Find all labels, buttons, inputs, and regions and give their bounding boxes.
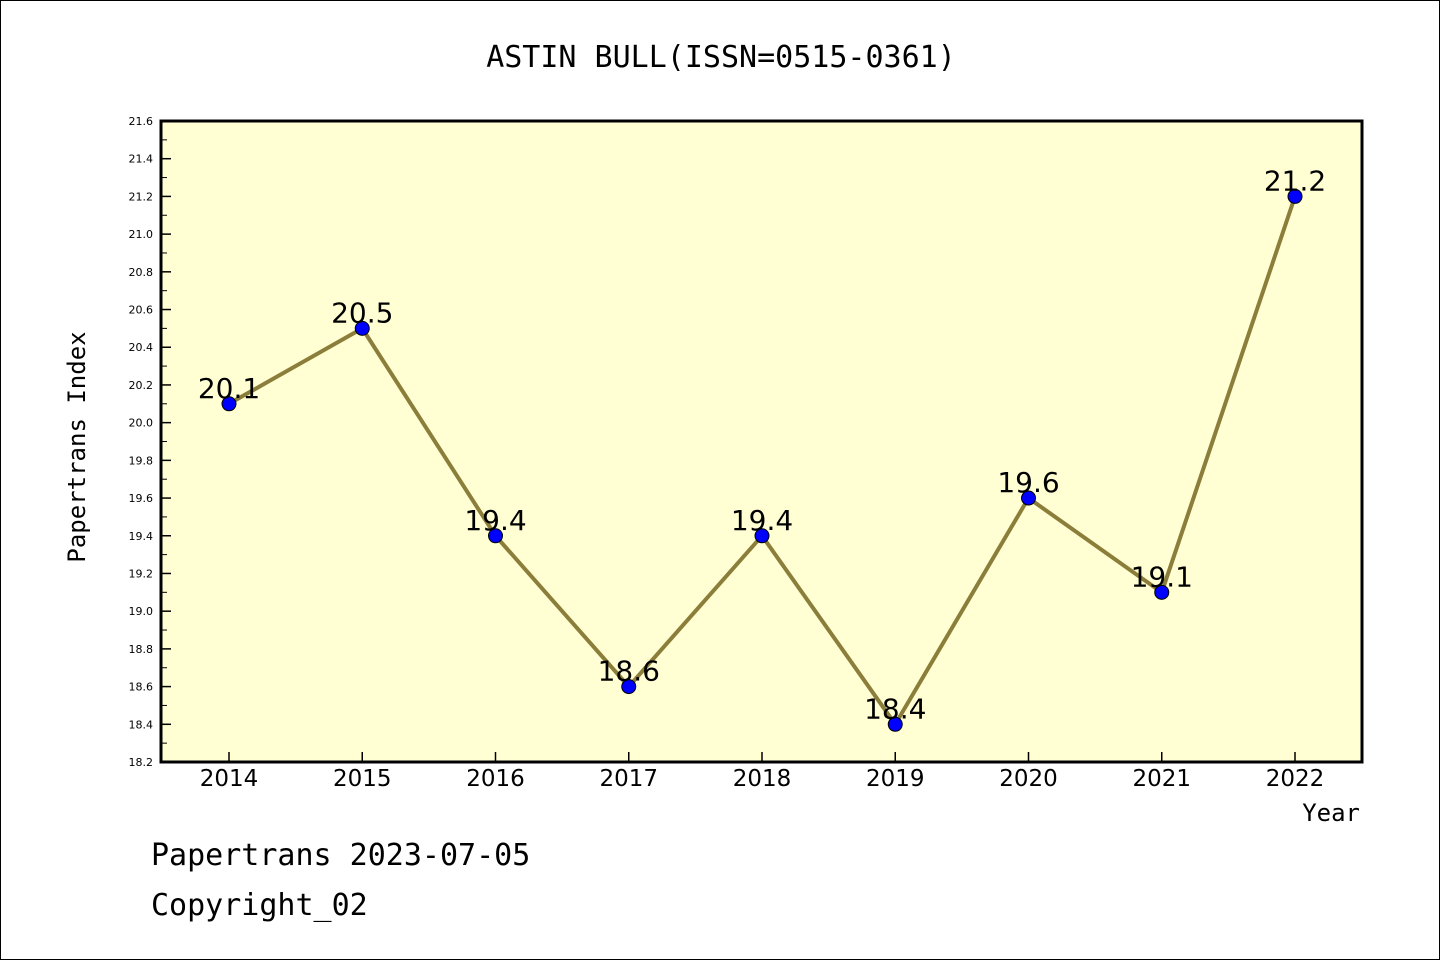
plot-border bbox=[159, 119, 1364, 764]
data-point-2021 bbox=[1154, 584, 1170, 600]
y-tick-label: 18.8 bbox=[129, 643, 154, 656]
data-point-2018 bbox=[754, 528, 770, 544]
data-points bbox=[221, 188, 1303, 732]
y-axis: 18.2 18.4 18.6 18.8 19.0 19.2 19.4 19.6 19.8 20.0… bbox=[129, 115, 171, 769]
data-point-2015 bbox=[354, 320, 370, 336]
y-tick-label: 21.4 bbox=[129, 153, 154, 166]
data-label-2019: 18.4 bbox=[864, 692, 926, 725]
y-tick-label: 19.0 bbox=[129, 605, 154, 618]
y-tick-label: 21.6 bbox=[129, 115, 154, 128]
x-tick-label: 2017 bbox=[599, 766, 658, 792]
y-tick-label: 20.4 bbox=[129, 341, 154, 354]
y-tick-label: 19.2 bbox=[129, 567, 154, 580]
y-tick-label: 20.0 bbox=[129, 417, 154, 430]
x-axis: 2014 2015 2016 2017 2018 2019 2020 2021 2022 bbox=[200, 752, 1325, 792]
data-label-2016: 19.4 bbox=[464, 504, 526, 537]
data-label-2014: 20.1 bbox=[198, 372, 260, 405]
y-tick-label: 19.8 bbox=[129, 454, 154, 467]
x-tick-label: 2018 bbox=[733, 766, 792, 792]
data-label-2020: 19.6 bbox=[997, 466, 1059, 499]
y-tick-label: 21.0 bbox=[129, 228, 154, 241]
x-tick-label: 2019 bbox=[866, 766, 925, 792]
footer-date: Papertrans 2023-07-05 bbox=[151, 838, 530, 873]
plot-area bbox=[161, 121, 1362, 762]
data-labels: 20.1 20.5 19.4 18.6 19.4 18.4 19.6 19.1 21.2 bbox=[198, 164, 1326, 725]
data-label-2021: 19.1 bbox=[1131, 560, 1193, 593]
y-tick-label: 21.2 bbox=[129, 190, 154, 203]
data-point-2022 bbox=[1287, 188, 1303, 204]
data-point-2017 bbox=[621, 679, 637, 695]
x-tick-label: 2021 bbox=[1132, 766, 1191, 792]
x-axis-label: Year bbox=[1302, 799, 1360, 827]
y-axis-label: Papertrans Index bbox=[63, 331, 91, 562]
y-tick-label: 18.2 bbox=[129, 756, 154, 769]
y-tick-label: 20.6 bbox=[129, 304, 154, 317]
x-tick-label: 2014 bbox=[200, 766, 259, 792]
footer-copyright: Copyright_02 bbox=[151, 888, 368, 923]
data-point-2020 bbox=[1021, 490, 1036, 506]
x-tick-label: 2016 bbox=[466, 766, 525, 792]
data-point-2016 bbox=[488, 528, 503, 544]
data-label-2015: 20.5 bbox=[331, 296, 393, 329]
data-label-2018: 19.4 bbox=[731, 504, 793, 537]
y-tick-label: 18.6 bbox=[129, 681, 154, 694]
data-point-2019 bbox=[887, 716, 903, 732]
x-tick-label: 2015 bbox=[333, 766, 392, 792]
y-tick-label: 18.4 bbox=[129, 718, 154, 731]
x-tick-label: 2020 bbox=[999, 766, 1058, 792]
y-tick-label: 20.2 bbox=[129, 379, 154, 392]
data-label-2022: 21.2 bbox=[1264, 164, 1326, 197]
y-tick-label: 20.8 bbox=[129, 266, 154, 279]
data-label-2017: 18.6 bbox=[598, 655, 660, 688]
x-tick-label: 2022 bbox=[1266, 766, 1325, 792]
y-tick-label: 19.4 bbox=[129, 530, 154, 543]
chart-title: ASTIN BULL(ISSN=0515-0361) bbox=[486, 40, 956, 75]
data-point-2014 bbox=[221, 396, 237, 412]
y-tick-label: 19.6 bbox=[129, 492, 154, 505]
